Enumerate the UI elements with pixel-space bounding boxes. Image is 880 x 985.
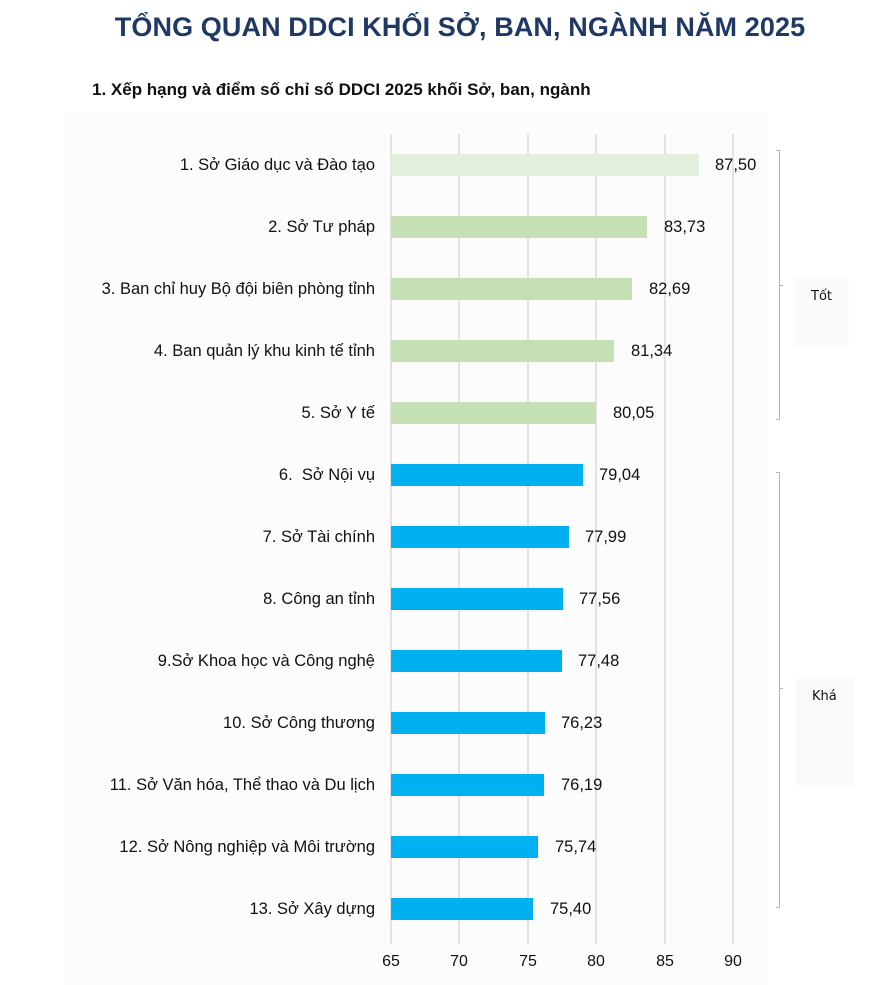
category-label: 8. Công an tỉnh <box>263 590 375 608</box>
category-label: 1. Sở Giáo dục và Đào tạo <box>179 156 375 174</box>
bar-rank-10 <box>391 712 545 734</box>
group-label-box <box>795 277 849 347</box>
x-tick-label: 80 <box>587 953 605 970</box>
group-label-tot: Tốt <box>811 289 832 304</box>
category-label: 7. Sở Tài chính <box>262 528 375 546</box>
bar-rank-4 <box>391 340 614 362</box>
bar-rank-3 <box>391 278 632 300</box>
bar-rank-5 <box>391 402 596 424</box>
x-tick-label: 70 <box>450 953 468 970</box>
category-label: 3. Ban chỉ huy Bộ đội biên phòng tỉnh <box>101 280 375 298</box>
bar-rank-8 <box>391 588 563 610</box>
group-label-kha: Khá <box>812 689 837 704</box>
bar-value-label: 76,23 <box>561 714 603 732</box>
x-tick-label: 90 <box>724 953 742 970</box>
category-label: 12. Sở Nông nghiệp và Môi trường <box>119 838 375 856</box>
bar-value-label: 82,69 <box>649 280 691 298</box>
group-bracket-tick <box>780 285 783 286</box>
bar-value-label: 75,40 <box>550 900 592 918</box>
gridline-85 <box>664 134 666 944</box>
category-label: 4. Ban quản lý khu kinh tế tỉnh <box>153 342 375 360</box>
gridline-90 <box>732 134 734 944</box>
x-tick-label: 85 <box>656 953 674 970</box>
bar-value-label: 77,56 <box>579 590 621 608</box>
category-label: 11. Sở Văn hóa, Thể thao và Du lịch <box>109 776 375 794</box>
bar-value-label: 87,50 <box>715 156 757 174</box>
page-title: TỔNG QUAN DDCI KHỐI SỞ, BAN, NGÀNH NĂM 2… <box>114 12 806 42</box>
group-label-box <box>796 677 854 787</box>
bar-rank-13 <box>391 898 533 920</box>
bar-value-label: 77,48 <box>578 652 620 670</box>
bar-rank-6 <box>391 464 583 486</box>
group-bracket-tick <box>780 688 783 689</box>
bar-value-label: 76,19 <box>561 776 603 794</box>
category-label: 6. Sở Nội vụ <box>278 466 375 484</box>
bar-value-label: 75,74 <box>555 838 597 856</box>
bar-value-label: 77,99 <box>585 528 627 546</box>
gridline-80 <box>595 134 597 944</box>
bar-rank-12 <box>391 836 538 858</box>
bar-rank-11 <box>391 774 544 796</box>
x-tick-label: 65 <box>382 953 400 970</box>
category-label: 5. Sở Y tế <box>301 404 375 422</box>
bar-rank-2 <box>391 216 647 238</box>
x-tick-label: 75 <box>519 953 537 970</box>
chart-subtitle: 1. Xếp hạng và điểm số chỉ số DDCI 2025 … <box>92 80 591 99</box>
bar-value-label: 81,34 <box>631 342 673 360</box>
bar-rank-9 <box>391 650 562 672</box>
category-label: 9.Sở Khoa học và Công nghệ <box>157 652 375 670</box>
bar-value-label: 83,73 <box>664 218 706 236</box>
group-bracket-kha <box>776 472 780 908</box>
bar-value-label: 80,05 <box>613 404 655 422</box>
bar-value-label: 79,04 <box>599 466 641 484</box>
group-bracket-tot <box>776 150 780 420</box>
category-label: 10. Sở Công thương <box>223 714 375 732</box>
bar-rank-7 <box>391 526 569 548</box>
category-label: 2. Sở Tư pháp <box>268 218 375 236</box>
bar-rank-1 <box>391 154 699 176</box>
category-label: 13. Sở Xây dựng <box>249 900 375 918</box>
